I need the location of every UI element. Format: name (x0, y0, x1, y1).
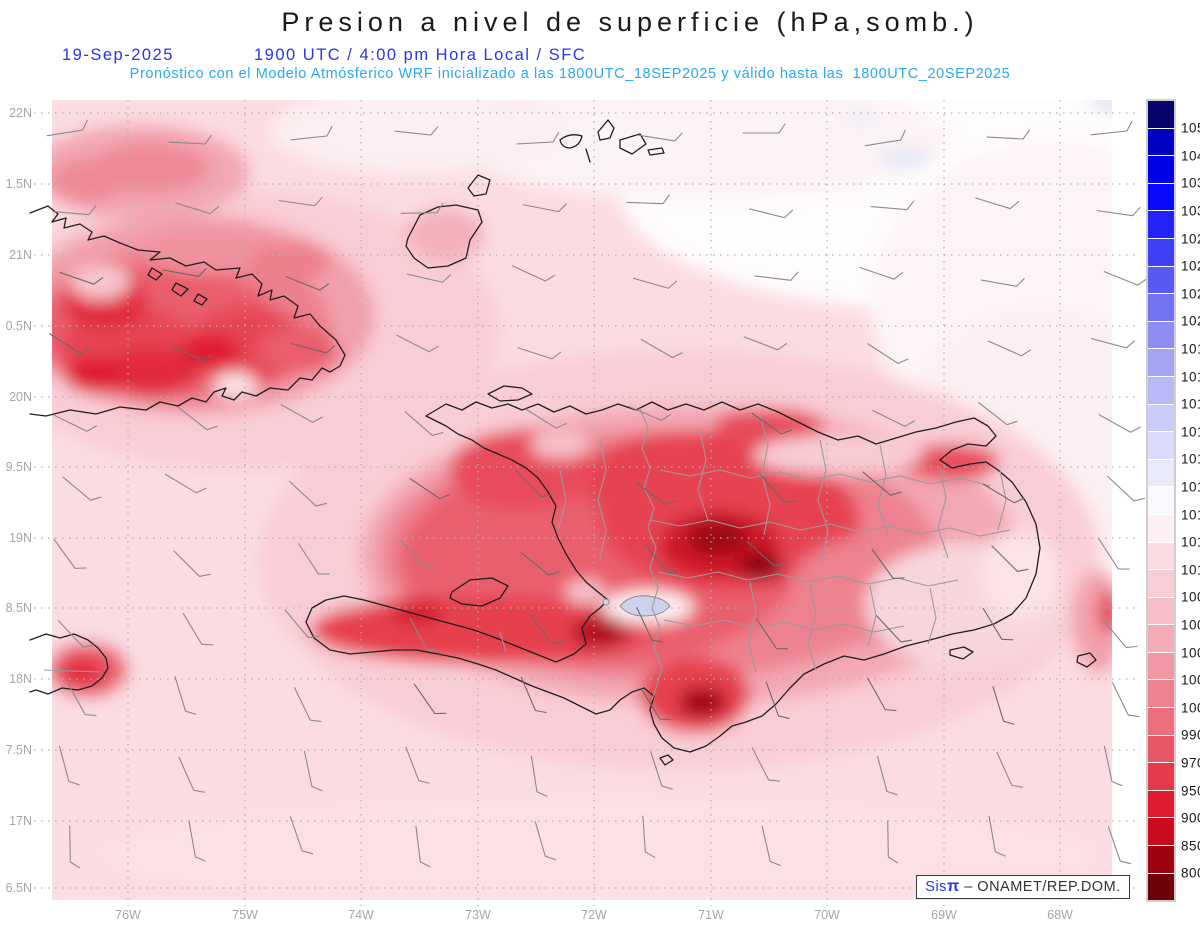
pi-symbol: π (947, 878, 960, 895)
colorbar-cell (1148, 432, 1174, 459)
pressure-map: 22N 1.5N 21N 0.5N 20N 9.5N 19N 8.5N 18N 7.5N 17N 6.… (0, 88, 1146, 927)
colorbar-cell (1148, 322, 1174, 349)
wind-barb (1108, 470, 1145, 505)
lat-label: 1.5N (6, 177, 32, 191)
colorbar-cell (1148, 653, 1174, 680)
colorbar-label: 1028 (1181, 231, 1200, 246)
colorbar-label: 1017 (1181, 397, 1200, 412)
pressure-colorbar (1146, 99, 1176, 902)
colorbar-label: 800 (1181, 866, 1200, 881)
lon-label: 74W (348, 908, 374, 922)
valid-time: 1900 UTC / 4:00 pm Hora Local / SFC (254, 46, 586, 65)
colorbar-label: 1010 (1181, 562, 1200, 577)
colorbar-label: 1019 (1181, 341, 1200, 356)
lat-label: 7.5N (6, 743, 32, 757)
colorbar-label: 950 (1181, 783, 1200, 798)
colorbar-label: 1018 (1181, 369, 1200, 384)
colorbar-label: 1012 (1181, 535, 1200, 550)
lon-label: 69W (931, 908, 957, 922)
lat-label: 8.5N (6, 601, 32, 615)
colorbar-cell (1148, 874, 1174, 901)
colorbar-cell (1148, 680, 1174, 707)
colorbar-cell (1148, 156, 1174, 183)
lon-label: 75W (232, 908, 258, 922)
colorbar-cell (1148, 184, 1174, 211)
colorbar-cell (1148, 763, 1174, 790)
colorbar-label: 1000 (1181, 700, 1200, 715)
lat-label: 20N (9, 390, 32, 404)
colorbar-cell (1148, 625, 1174, 652)
colorbar-cell (1148, 708, 1174, 735)
colorbar-label: 1008 (1181, 590, 1200, 605)
colorbar-label: 1020 (1181, 314, 1200, 329)
lon-label: 71W (698, 908, 724, 922)
colorbar-label: 850 (1181, 838, 1200, 853)
colorbar-cell (1148, 818, 1174, 845)
colorbar-cell (1148, 791, 1174, 818)
colorbar-label: 1014 (1181, 479, 1200, 494)
colorbar-label: 1030 (1181, 203, 1200, 218)
colorbar-label: 970 (1181, 755, 1200, 770)
pressure-shading (0, 88, 1146, 910)
colorbar-label: 1002 (1181, 673, 1200, 688)
lon-label: 73W (465, 908, 491, 922)
brand-sis: Sis (925, 879, 947, 895)
lat-label: 9.5N (6, 460, 32, 474)
lon-label: 70W (814, 908, 840, 922)
lat-label: 17N (9, 814, 32, 828)
colorbar-label: 990 (1181, 728, 1200, 743)
colorbar-label: 1015 (1181, 452, 1200, 467)
colorbar-cell (1148, 239, 1174, 266)
page-title: Presion a nivel de superficie (hPa,somb.… (60, 7, 1200, 38)
colorbar-label: 1004 (1181, 645, 1200, 660)
colorbar-cell (1148, 101, 1174, 128)
forecast-model-line: Pronóstico con el Modelo Atmósferico WRF… (0, 66, 1140, 82)
lat-label: 0.5N (6, 319, 32, 333)
colorbar-label: 1025 (1181, 259, 1200, 274)
colorbar-label: 1016 (1181, 424, 1200, 439)
colorbar-cell (1148, 129, 1174, 156)
weather-map-page: Presion a nivel de superficie (hPa,somb.… (0, 0, 1200, 927)
lat-axis-labels: 22N 1.5N 21N 0.5N 20N 9.5N 19N 8.5N 18N 7.5N 17N 6.… (6, 106, 32, 895)
colorbar-cell (1148, 294, 1174, 321)
lon-label: 68W (1047, 908, 1073, 922)
wind-barb (1113, 679, 1140, 721)
colorbar-cell (1148, 267, 1174, 294)
colorbar-cell (1148, 515, 1174, 542)
colorbar-label: 900 (1181, 811, 1200, 826)
lat-label: 6.5N (6, 881, 32, 895)
lat-label: 22N (9, 106, 32, 120)
attribution-box: Sisπ – ONAMET/REP.DOM. (916, 875, 1130, 899)
colorbar-cell (1148, 598, 1174, 625)
colorbar-label: 1013 (1181, 507, 1200, 522)
lon-axis-labels: 76W 75W 74W 73W 72W 71W 70W 69W 68W (115, 908, 1073, 922)
colorbar-label: 1006 (1181, 617, 1200, 632)
colorbar-cell (1148, 460, 1174, 487)
colorbar-cell (1148, 211, 1174, 238)
lat-label: 19N (9, 531, 32, 545)
lat-label: 18N (9, 672, 32, 686)
colorbar-cell (1148, 405, 1174, 432)
colorbar-label: 1035 (1181, 176, 1200, 191)
lon-label: 76W (115, 908, 141, 922)
colorbar-label: 1040 (1181, 148, 1200, 163)
colorbar-cell (1148, 846, 1174, 873)
colorbar-cell (1148, 543, 1174, 570)
colorbar-cell (1148, 736, 1174, 763)
colorbar-label: 1022 (1181, 286, 1200, 301)
colorbar-cell (1148, 377, 1174, 404)
colorbar-label: 1050 (1181, 121, 1200, 136)
colorbar-cell (1148, 349, 1174, 376)
lon-label: 72W (581, 908, 607, 922)
colorbar-cell (1148, 570, 1174, 597)
lat-label: 21N (9, 248, 32, 262)
attribution-org: – ONAMET/REP.DOM. (960, 879, 1121, 895)
colorbar-cell (1148, 487, 1174, 514)
valid-date: 19-Sep-2025 (62, 46, 174, 65)
